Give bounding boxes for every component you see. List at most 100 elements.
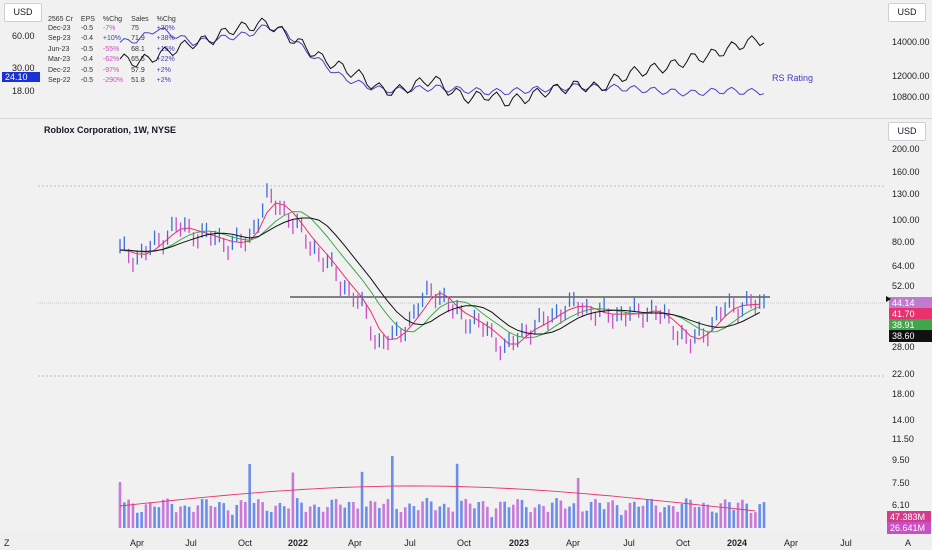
volume-bar [282, 506, 286, 528]
volume-bar [399, 512, 403, 528]
currency-button-main[interactable]: USD [888, 122, 926, 141]
volume-bar [365, 506, 368, 528]
volume-bar [287, 508, 290, 528]
volume-bar [416, 510, 420, 528]
volume-bar [257, 499, 260, 528]
volume-bar [641, 505, 645, 528]
top-right-tick-14000: 14000.00 [892, 37, 930, 47]
rs-left-tick-18: 18.00 [12, 86, 35, 96]
volume-bar [308, 506, 312, 528]
volume-bar [490, 517, 494, 528]
fundamentals-cell-sales: 75 [131, 24, 139, 32]
volume-bar [524, 507, 528, 528]
volume-bar [148, 502, 152, 528]
ma-long-line [119, 217, 760, 335]
x-axis-label: Apr [565, 538, 581, 548]
volume-bar [187, 506, 191, 528]
fundamentals-row: Sep-22 -0.5 -290% 51.8 +2% [44, 76, 180, 87]
volume-bar [347, 501, 351, 528]
fundamentals-cell-sales: 51.8 [131, 77, 145, 85]
fundamentals-cell-eps-chg: -290% [102, 77, 124, 85]
x-axis-label: Jul [185, 538, 197, 548]
volume-bar [278, 502, 282, 528]
volume-bar [555, 498, 558, 528]
volume-bar [702, 502, 705, 528]
volume-bar [140, 511, 143, 528]
volume-bar [736, 502, 740, 528]
volume-bar [749, 512, 753, 528]
fundamentals-cell-eps: -0.5 [80, 66, 93, 74]
volume-tick: 14.00 [892, 415, 915, 425]
volume-bar [382, 503, 385, 528]
fundamentals-cell-eps: -0.4 [80, 35, 93, 43]
volume-bar [192, 511, 195, 528]
index-line [119, 17, 765, 107]
volume-bar [576, 477, 580, 528]
volume-bar [568, 506, 571, 528]
volume-bar [135, 512, 139, 528]
volume-bar [313, 504, 316, 528]
fundamentals-row: Mar-23 -0.4 -62% 65.5 +22% [44, 55, 180, 66]
fundamentals-cell-sales-chg: +38% [156, 35, 175, 43]
volume-bar [360, 471, 364, 528]
volume-bar [455, 463, 459, 528]
volume-bar [663, 507, 666, 528]
currency-button-top-right[interactable]: USD [888, 3, 926, 22]
volume-label-badge: 47.383M [887, 511, 931, 523]
volume-bar [602, 509, 606, 528]
fundamentals-cell-q: Mar-23 [48, 56, 71, 64]
currency-button-top-left[interactable]: USD [4, 3, 42, 22]
volume-bar [693, 507, 697, 528]
volume-bar [166, 498, 169, 528]
volume-bar [468, 503, 472, 528]
volume-bar [464, 498, 468, 528]
x-axis-label: Oct [237, 538, 253, 548]
volume-bar [615, 505, 619, 528]
x-axis-label: Apr [347, 538, 363, 548]
fundamentals-cell-eps: -0.5 [80, 77, 93, 85]
volume-bar [434, 510, 437, 528]
x-axis-label: Jul [404, 538, 416, 548]
fundamentals-row: Dec-23 -0.5 -7% 75 +30% [44, 23, 180, 34]
volume-bar [369, 500, 372, 528]
fundamentals-cell-sales: 57.9 [131, 66, 145, 74]
volume-ma-line [119, 485, 756, 512]
volume-bar [563, 508, 567, 528]
x-axis-label: Apr [129, 538, 145, 548]
fundamentals-cell-eps: -0.5 [80, 24, 93, 32]
x-axis-right-corner[interactable]: A [905, 538, 912, 548]
volume-bar [719, 503, 723, 528]
volume-bar [408, 503, 411, 528]
x-axis-left-corner[interactable]: Z [4, 538, 10, 548]
volume-bar [537, 504, 541, 528]
fundamentals-table: 2565 Cr EPS %Chg Sales %Chg Dec-23 -0.5 -7… [44, 16, 180, 86]
fundamentals-cell-eps: -0.5 [80, 45, 93, 53]
volume-bar [507, 507, 511, 528]
volume-bar [503, 501, 506, 528]
price-tick: 80.00 [892, 237, 915, 247]
x-axis-label: 2023 [508, 538, 530, 548]
volume-bar [741, 499, 744, 528]
price-label-badge: 38.91 [889, 319, 932, 331]
rs-rating-legend: RS Rating [772, 73, 814, 83]
volume-bar [356, 508, 360, 528]
price-tick: 22.00 [892, 369, 915, 379]
rs-left-tick-30: 30.00 [12, 63, 35, 73]
x-axis-label: 2022 [287, 538, 309, 548]
col-header: EPS [80, 16, 95, 23]
price-label-badge: 41.70 [889, 308, 932, 320]
fundamentals-cell-sales-chg: +22% [156, 56, 175, 64]
volume-bar [758, 504, 761, 528]
volume-bar [585, 510, 589, 528]
volume-bar [222, 503, 226, 528]
col-header: Sales [131, 16, 149, 23]
volume-bar [179, 506, 182, 528]
volume-bar [477, 501, 481, 528]
volume-bar [386, 499, 390, 528]
volume-bar [425, 498, 429, 528]
x-axis-label: Apr [783, 538, 799, 548]
ma-short-line [119, 202, 760, 345]
volume-bar [546, 511, 550, 528]
volume-bar [339, 504, 342, 528]
volume-bar [529, 512, 532, 528]
